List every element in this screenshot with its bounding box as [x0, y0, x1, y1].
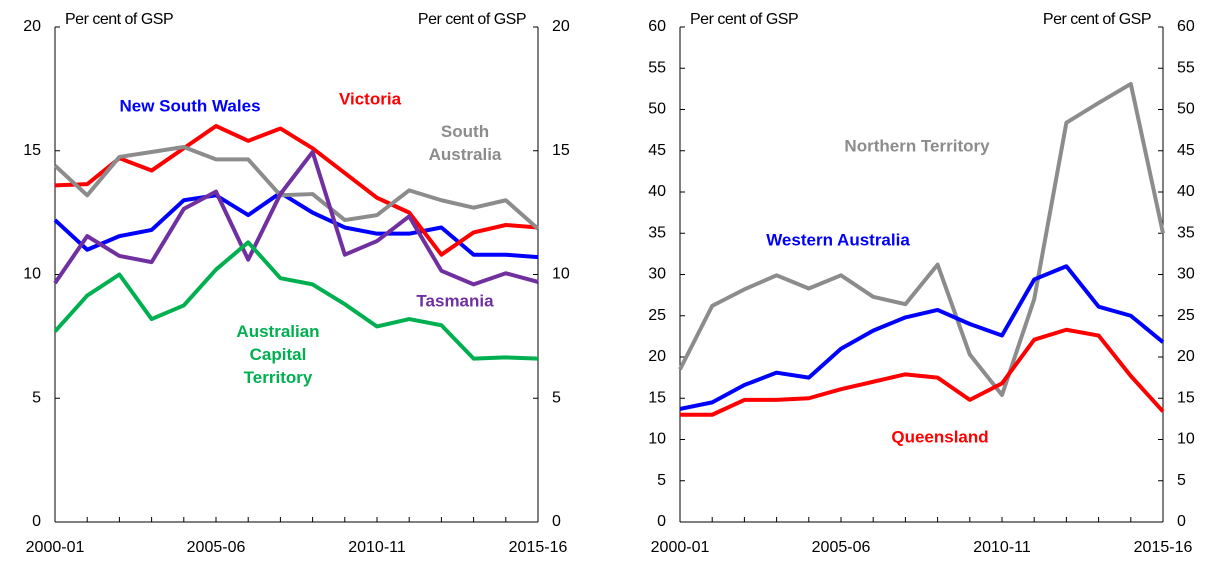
y2-tick-label: 25: [1177, 307, 1195, 324]
y2-tick-label: 55: [1177, 59, 1195, 76]
series-line: [679, 264, 1165, 411]
y-tick-label: 50: [648, 101, 666, 118]
y-tick-label: 20: [23, 18, 41, 35]
x-tick-label: 2000-01: [651, 539, 710, 556]
y2-tick-label: 20: [1177, 348, 1195, 365]
y-tick-label: 20: [648, 348, 666, 365]
y2-axis-title: Per cent of GSP: [418, 11, 526, 28]
y2-tick-label: 30: [1177, 266, 1195, 283]
series-line: [678, 81, 1165, 397]
x-tick-label: 2005-06: [812, 539, 871, 556]
y2-tick-label: 40: [1177, 183, 1195, 200]
y-axis-title: Per cent of GSP: [690, 11, 798, 28]
label-line: Territory: [244, 368, 313, 387]
label-line: Australian: [236, 322, 319, 341]
series-label: New South Wales: [119, 96, 260, 115]
y-tick-label: 10: [648, 431, 666, 448]
series-label: Northern Territory: [844, 136, 990, 155]
series-label: Western Australia: [766, 230, 910, 249]
x-tick-label: 2000-01: [26, 539, 85, 556]
y-tick-label: 60: [648, 18, 666, 35]
y2-tick-label: 0: [1177, 513, 1186, 530]
y-tick-label: 55: [648, 59, 666, 76]
label-line: South: [441, 122, 489, 141]
series-label: Queensland: [891, 427, 988, 446]
series-line: [53, 240, 539, 361]
y2-tick-label: 35: [1177, 224, 1195, 241]
y-tick-label: 15: [648, 389, 666, 406]
y-tick-label: 0: [32, 513, 41, 530]
y-tick-label: 30: [648, 266, 666, 283]
y-tick-label: 10: [23, 266, 41, 283]
y2-tick-label: 60: [1177, 18, 1195, 35]
series-label: Victoria: [339, 89, 402, 108]
y-tick-label: 45: [648, 142, 666, 159]
x-tick-label: 2015-16: [1134, 539, 1193, 556]
x-tick-label: 2005-06: [187, 539, 246, 556]
x-tick-label: 2010-11: [348, 539, 406, 556]
y2-tick-label: 10: [552, 266, 570, 283]
x-tick-label: 2010-11: [973, 539, 1031, 556]
y2-tick-label: 10: [1177, 431, 1195, 448]
y-tick-label: 25: [648, 307, 666, 324]
series-line: [53, 149, 539, 287]
y2-tick-label: 45: [1177, 142, 1195, 159]
series-label: Tasmania: [416, 291, 494, 310]
y-tick-label: 15: [23, 142, 41, 159]
label-line: Capital: [250, 345, 307, 364]
y-tick-label: 35: [648, 224, 666, 241]
y2-tick-label: 20: [552, 18, 570, 35]
y2-tick-label: 50: [1177, 101, 1195, 118]
series-label: South Australia: [429, 122, 502, 164]
x-tick-label: 2015-16: [509, 539, 568, 556]
y2-tick-label: 15: [1177, 389, 1195, 406]
series-line: [680, 327, 1165, 417]
y-tick-label: 5: [32, 389, 41, 406]
y2-tick-label: 5: [552, 389, 561, 406]
y-axis-title: Per cent of GSP: [65, 11, 173, 28]
y-tick-label: 40: [648, 183, 666, 200]
y2-tick-label: 15: [552, 142, 570, 159]
y2-tick-label: 0: [552, 513, 561, 530]
series-line: [53, 145, 540, 231]
label-line: Australia: [429, 145, 502, 164]
series-line: [54, 124, 539, 257]
y2-tick-label: 5: [1177, 472, 1186, 489]
y-tick-label: 0: [657, 513, 666, 530]
y2-axis-title: Per cent of GSP: [1043, 11, 1151, 28]
y-tick-label: 5: [657, 472, 666, 489]
series-label: Australian Capital Territory: [236, 322, 319, 387]
series-line: [53, 190, 539, 260]
